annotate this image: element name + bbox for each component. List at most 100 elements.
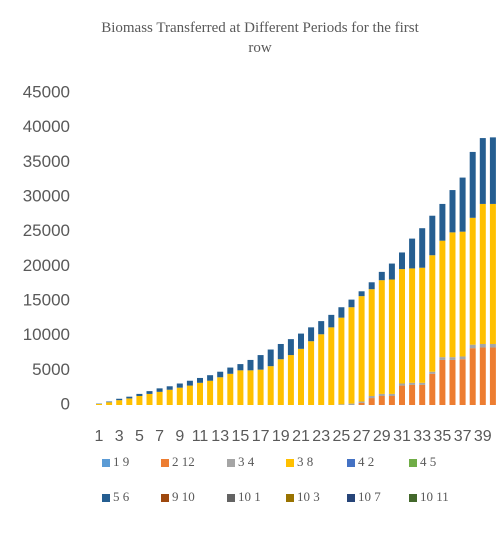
- bar-segment: [439, 240, 446, 358]
- bar-segment: [378, 393, 385, 396]
- bar-segment: [186, 385, 193, 405]
- bar-segment: [368, 282, 375, 290]
- bar-segment: [368, 398, 375, 405]
- bar-segment: [368, 395, 375, 399]
- legend-label: 9 10: [172, 489, 195, 504]
- bar-segment: [439, 203, 446, 241]
- bar-segment: [176, 383, 183, 388]
- legend-label: 5 6: [113, 489, 130, 504]
- bar-segment: [116, 398, 123, 401]
- bar-segment: [106, 401, 113, 403]
- y-tick-label: 5000: [32, 360, 70, 379]
- bar-segment: [287, 339, 294, 356]
- bar-segment: [338, 404, 345, 405]
- bar-segment: [156, 391, 163, 405]
- x-tick-label: 27: [353, 428, 371, 445]
- bar-segment: [388, 395, 395, 405]
- bar-segment: [419, 267, 426, 383]
- bar-segment: [469, 151, 476, 218]
- x-tick-label: 29: [373, 428, 391, 445]
- bar-segment: [409, 382, 416, 385]
- bar-segment: [277, 343, 284, 360]
- x-tick-label: 35: [434, 428, 452, 445]
- bar-segment: [267, 349, 274, 367]
- bar-segment: [409, 268, 416, 383]
- bar-segment: [217, 371, 224, 378]
- x-tick-label: 37: [454, 428, 472, 445]
- chart-title: Biomass Transferred at Different Periods…: [101, 20, 419, 56]
- x-tick-label: 39: [474, 428, 492, 445]
- bar-segment: [399, 383, 405, 386]
- legend-swatch: [286, 459, 294, 467]
- bar-segment: [197, 377, 203, 383]
- legend-label: 10 11: [420, 489, 449, 504]
- bar-segment: [126, 398, 133, 405]
- bar-segment: [186, 380, 193, 386]
- bar-segment: [328, 327, 335, 405]
- x-tick-label: 33: [413, 428, 431, 445]
- bar-segment: [257, 369, 264, 405]
- y-tick-label: 15000: [23, 290, 70, 309]
- bar-segment: [489, 343, 496, 348]
- bar-segment: [106, 402, 113, 405]
- bar-segment: [116, 400, 123, 405]
- bar-segment: [247, 370, 254, 405]
- bar-segment: [207, 375, 214, 381]
- bar-segment: [388, 393, 395, 396]
- x-tick-label: 11: [192, 428, 209, 445]
- x-tick-label: 25: [333, 428, 351, 445]
- bar-segment: [358, 401, 365, 403]
- bar-segment: [126, 396, 133, 399]
- x-tick-label: 23: [312, 428, 330, 445]
- bar-segment: [136, 393, 143, 396]
- bar-segment: [287, 355, 294, 405]
- bar-segment: [378, 271, 385, 281]
- legend-label: 10 3: [297, 489, 320, 504]
- bar-segment: [237, 364, 244, 371]
- bar-segment: [469, 348, 476, 405]
- bar-segment: [419, 382, 426, 385]
- x-tick-label: 1: [95, 428, 104, 445]
- legend-swatch: [347, 494, 355, 502]
- bar-segment: [399, 269, 405, 384]
- legend-swatch: [161, 459, 169, 467]
- legend-swatch: [227, 459, 235, 467]
- bar-segment: [459, 177, 466, 232]
- bar-segment: [489, 347, 496, 405]
- bar-segment: [176, 387, 183, 405]
- bar-segment: [459, 231, 466, 357]
- y-tick-label: 30000: [23, 186, 70, 205]
- y-tick-label: 0: [61, 394, 70, 413]
- bar-segment: [338, 307, 345, 318]
- bar-segment: [409, 238, 416, 269]
- bar-segment: [399, 385, 405, 405]
- legend-swatch: [102, 459, 110, 467]
- bar-segment: [348, 403, 355, 405]
- bar-segment: [429, 371, 436, 374]
- bar-segment: [338, 317, 345, 405]
- y-tick-label: 25000: [23, 221, 70, 240]
- bar-segment: [449, 190, 456, 233]
- legend-swatch: [347, 459, 355, 467]
- x-tick-label: 21: [292, 428, 310, 445]
- y-tick-label: 20000: [23, 256, 70, 275]
- bar-segment: [318, 321, 325, 335]
- x-tick-label: 13: [211, 428, 229, 445]
- bar-segment: [277, 359, 284, 405]
- legend-swatch: [102, 494, 110, 502]
- x-tick-label: 19: [272, 428, 290, 445]
- bar-segment: [489, 203, 496, 344]
- bar-segment: [388, 279, 395, 394]
- bar-segment: [207, 380, 214, 405]
- bar-segment: [96, 403, 102, 405]
- x-tick-label: 7: [155, 428, 164, 445]
- bar-segment: [479, 138, 486, 204]
- bar-segment: [146, 393, 153, 405]
- bar-segment: [439, 359, 446, 405]
- bar-segment: [358, 296, 365, 402]
- bar-segment: [388, 263, 395, 280]
- bar-segment: [419, 228, 426, 268]
- x-tick-label: 9: [175, 428, 184, 445]
